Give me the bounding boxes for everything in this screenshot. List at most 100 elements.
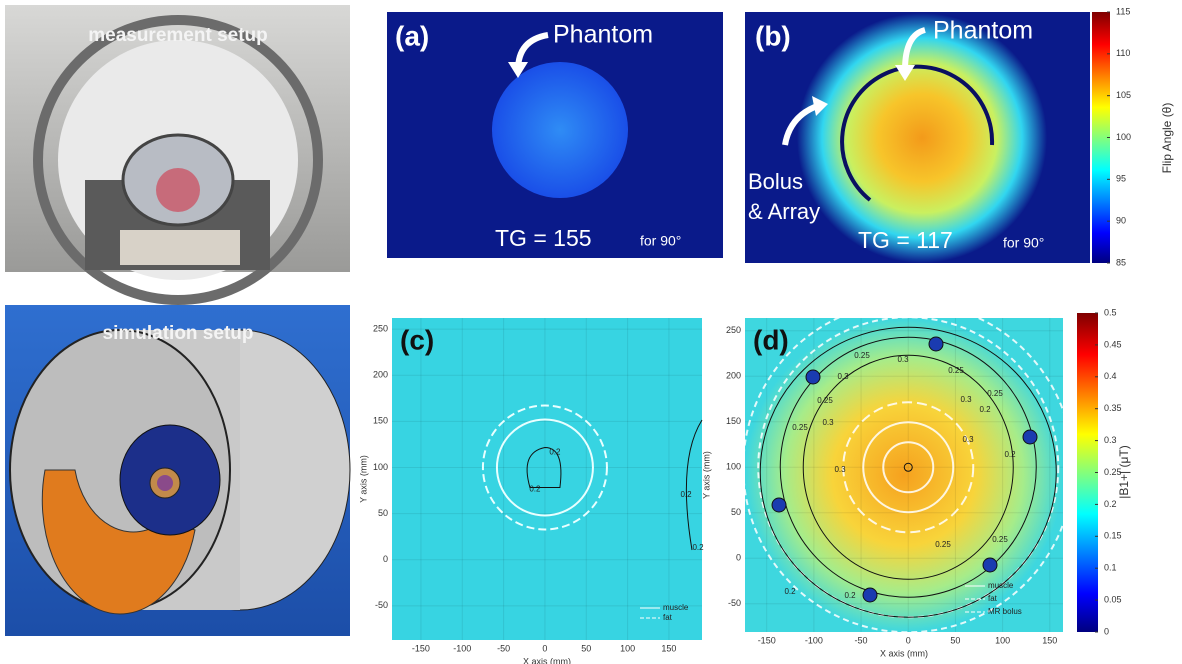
contour-label: 0.2 (692, 543, 704, 552)
x-tick-label: -50 (855, 635, 868, 645)
colorbar-tick-label: 110 (1116, 48, 1130, 58)
colorbar-tick-label: 0.25 (1104, 467, 1122, 477)
annotation: Phantom (553, 21, 653, 49)
contour-label: 0.3 (834, 465, 846, 474)
contour-label: 0.3 (960, 395, 972, 404)
legend-label: MR bolus (988, 607, 1022, 616)
colorbar-tick-label: 95 (1116, 174, 1126, 184)
y-axis-label: Y axis (mm) (701, 451, 711, 499)
y-tick-label: 150 (373, 416, 388, 426)
contour-label: 0.25 (817, 396, 833, 405)
element (806, 370, 820, 384)
photo-label: measurement setup (88, 25, 268, 46)
x-tick-label: 0 (542, 643, 547, 653)
element (863, 588, 877, 602)
element (1023, 430, 1037, 444)
y-tick-label: -50 (728, 598, 741, 608)
legend-label: muscle (663, 603, 689, 612)
x-tick-label: 50 (950, 635, 960, 645)
colorbar-tick-label: 115 (1116, 6, 1130, 16)
colorbar-tick-label: 0.4 (1104, 371, 1117, 381)
colorbar-tick-label: 105 (1116, 90, 1131, 100)
tg-note: for 90° (640, 233, 681, 249)
colorbar-label: Flip Angle (θ) (1160, 103, 1174, 174)
contour-label: 0.2 (680, 490, 692, 499)
figure: measurement setup simulation setup (a) P… (0, 0, 1182, 664)
x-tick-label: 100 (995, 635, 1010, 645)
y-tick-label: 150 (726, 416, 741, 426)
y-tick-label: 50 (378, 508, 388, 518)
legend-label: fat (988, 594, 998, 603)
panel-tag: (c) (400, 324, 434, 355)
colorbar-tick-label: 0 (1104, 626, 1109, 636)
x-tick-label: 50 (581, 643, 591, 653)
contour-label: 0.3 (962, 435, 974, 444)
annotation: & Array (748, 199, 820, 224)
legend-label: fat (663, 613, 673, 622)
annotation: Phantom (933, 17, 1033, 45)
contour-label: 0.25 (987, 389, 1003, 398)
panel-tag: (a) (395, 20, 429, 51)
contour-label: 0.2 (844, 591, 856, 600)
colorbar-tick-label: 85 (1116, 257, 1126, 267)
y-tick-label: 250 (726, 325, 741, 335)
panel-a: (a) Phantom TG = 155 for 90° (387, 12, 723, 258)
panel-tag: (b) (755, 20, 791, 51)
colorbar-tick-label: 0.15 (1104, 531, 1122, 541)
y-tick-label: 200 (726, 371, 741, 381)
colorbar-tick-label: 0.45 (1104, 339, 1122, 349)
colorbar-tick-label: 0.05 (1104, 594, 1122, 604)
contour-label: 0.3 (837, 372, 849, 381)
x-tick-label: -150 (758, 635, 776, 645)
x-axis-label: X axis (mm) (523, 656, 571, 664)
y-tick-label: 100 (373, 462, 388, 472)
colorbar-tick-label: 0.1 (1104, 563, 1117, 573)
x-tick-label: -50 (497, 643, 510, 653)
colorbar-tick-label: 100 (1116, 132, 1131, 142)
photo-panel: measurement setup (5, 5, 350, 300)
contour-label: 0.2 (979, 405, 991, 414)
colorbar (1077, 313, 1098, 632)
tg-note: for 90° (1003, 235, 1044, 251)
panel-b: (b) Phantom Bolus & Array TG = 117 for 9… (745, 6, 1174, 267)
y-tick-label: 200 (373, 370, 388, 380)
colorbar-tick-label: 0.2 (1104, 499, 1117, 509)
y-tick-label: 0 (736, 553, 741, 563)
x-tick-label: -100 (453, 643, 471, 653)
contour-label: 0.25 (854, 351, 870, 360)
contour-label: 0.25 (935, 540, 951, 549)
contour-label: 0.3 (897, 355, 909, 364)
simulation-label: simulation setup (103, 323, 254, 344)
y-tick-label: 100 (726, 462, 741, 472)
legend-label: muscle (988, 581, 1014, 590)
simulation-panel: simulation setup (5, 305, 350, 636)
x-tick-label: 150 (661, 643, 676, 653)
y-tick-label: 0 (383, 554, 388, 564)
colorbar-tick-label: 0.35 (1104, 403, 1122, 413)
contour-label: 0.2 (529, 485, 541, 494)
colorbar-tick-label: 90 (1116, 216, 1126, 226)
contour-label: 0.2 (549, 448, 561, 457)
tg-value: TG = 155 (495, 225, 592, 251)
colorbar-tick-label: 0.5 (1104, 307, 1117, 317)
tg-value: TG = 117 (858, 227, 953, 253)
element (772, 498, 786, 512)
x-tick-label: -150 (412, 643, 430, 653)
colorbar-tick-label: 0.3 (1104, 435, 1117, 445)
x-tick-label: 0 (906, 635, 911, 645)
contour-label: 0.2 (1004, 450, 1016, 459)
element (929, 337, 943, 351)
y-tick-label: 50 (731, 507, 741, 517)
contour-label: 0.25 (948, 366, 964, 375)
panel-tag: (d) (753, 324, 789, 355)
element (983, 558, 997, 572)
x-tick-label: 100 (620, 643, 635, 653)
contour-label: 0.2 (784, 587, 796, 596)
y-axis-label: Y axis (mm) (358, 455, 368, 503)
x-tick-label: 150 (1042, 635, 1057, 645)
annotation: Bolus (748, 169, 803, 194)
contour-label: 0.25 (992, 535, 1008, 544)
y-tick-label: 250 (373, 323, 388, 333)
x-tick-label: -100 (805, 635, 823, 645)
